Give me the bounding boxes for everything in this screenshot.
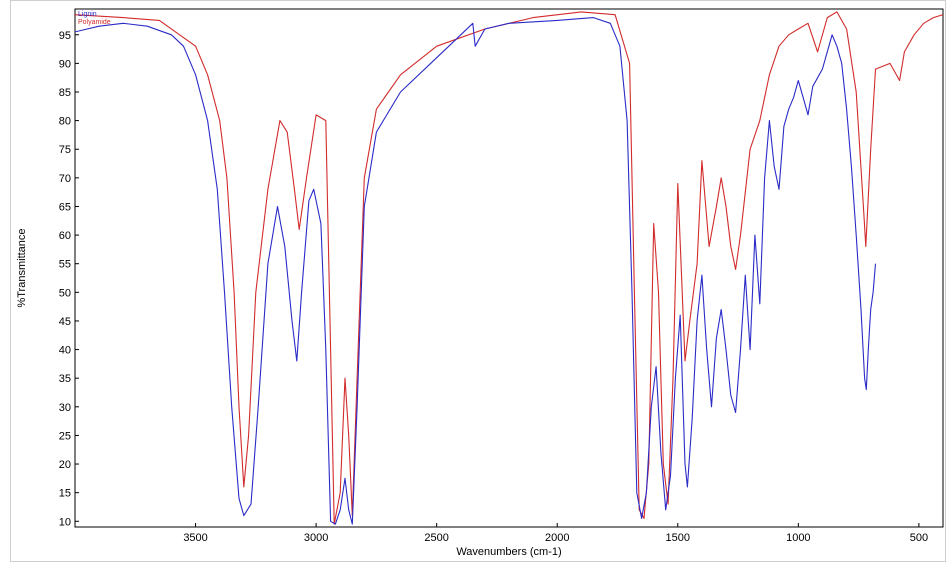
y-tick-label: 60 <box>59 230 71 242</box>
x-tick-label: 1500 <box>666 532 690 544</box>
chart-svg: 10 15 20 25 30 35 40 45 50 55 60 65 70 75 80 85 90 95 3500… <box>16 8 944 558</box>
y-tick-label: 15 <box>59 488 71 500</box>
y-tick-label: 30 <box>59 402 71 414</box>
plot-area <box>74 8 944 528</box>
axis-layer: 10 15 20 25 30 35 40 45 50 55 60 65 70 75 80 85 90 95 3500… <box>59 30 928 544</box>
series-line-polyamide <box>75 17 877 525</box>
y-tick-label: 70 <box>59 173 71 185</box>
x-axis-title: Wavenumbers (cm-1) <box>456 546 561 558</box>
y-tick-label: 25 <box>59 430 71 442</box>
x-tick-label: 3500 <box>183 532 207 544</box>
x-tick-label: 1000 <box>786 532 810 544</box>
x-tick-label: 3000 <box>304 532 328 544</box>
legend-entry-polyamide: Polyamide <box>78 19 111 26</box>
y-tick-label: 50 <box>59 287 71 299</box>
y-tick-label: 75 <box>59 144 71 156</box>
y-tick-label: 35 <box>59 373 71 385</box>
series-line-lignin <box>75 11 943 525</box>
y-tick-label: 10 <box>59 516 71 528</box>
legend-entry-lignin: Lignin <box>78 11 97 18</box>
y-axis-title: %Transmittance <box>16 228 28 307</box>
legend: Lignin Polyamide <box>78 11 111 26</box>
x-tick-label: 2000 <box>545 532 569 544</box>
series-layer <box>75 11 943 525</box>
y-tick-label: 55 <box>59 259 71 271</box>
chart-frame: 10 15 20 25 30 35 40 45 50 55 60 65 70 75 80 85 90 95 3500… <box>10 0 946 562</box>
x-tick-label: 2500 <box>424 532 448 544</box>
y-tick-label: 40 <box>59 345 71 357</box>
y-tick-label: 95 <box>59 30 71 42</box>
y-tick-label: 65 <box>59 201 71 213</box>
y-tick-label: 90 <box>59 58 71 70</box>
y-tick-label: 20 <box>59 459 71 471</box>
y-tick-label: 85 <box>59 87 71 99</box>
y-tick-label: 45 <box>59 316 71 328</box>
x-tick-label: 500 <box>910 532 928 544</box>
y-tick-label: 80 <box>59 116 71 128</box>
